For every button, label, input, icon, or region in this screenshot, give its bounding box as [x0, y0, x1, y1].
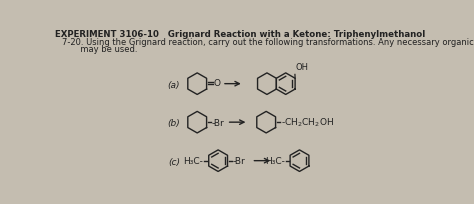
Text: may be used.: may be used. — [62, 45, 137, 54]
Text: -Br: -Br — [212, 118, 225, 127]
Text: (a): (a) — [168, 81, 180, 90]
Text: -CH$_2$CH$_2$OH: -CH$_2$CH$_2$OH — [281, 116, 334, 129]
Text: 7-20. Using the Grignard reaction, carry out the following transformations. Any : 7-20. Using the Grignard reaction, carry… — [62, 38, 474, 47]
Text: (c): (c) — [168, 157, 180, 166]
Text: H₃C-: H₃C- — [265, 156, 285, 165]
Text: (b): (b) — [168, 119, 180, 128]
Text: OH: OH — [295, 63, 309, 72]
Text: -Br: -Br — [233, 156, 246, 165]
Text: EXPERIMENT 3106-10   Grignard Reaction with a Ketone: Triphenylmethanol: EXPERIMENT 3106-10 Grignard Reaction wit… — [55, 30, 425, 39]
Text: O: O — [213, 79, 220, 88]
Text: H₃C-: H₃C- — [183, 156, 203, 165]
